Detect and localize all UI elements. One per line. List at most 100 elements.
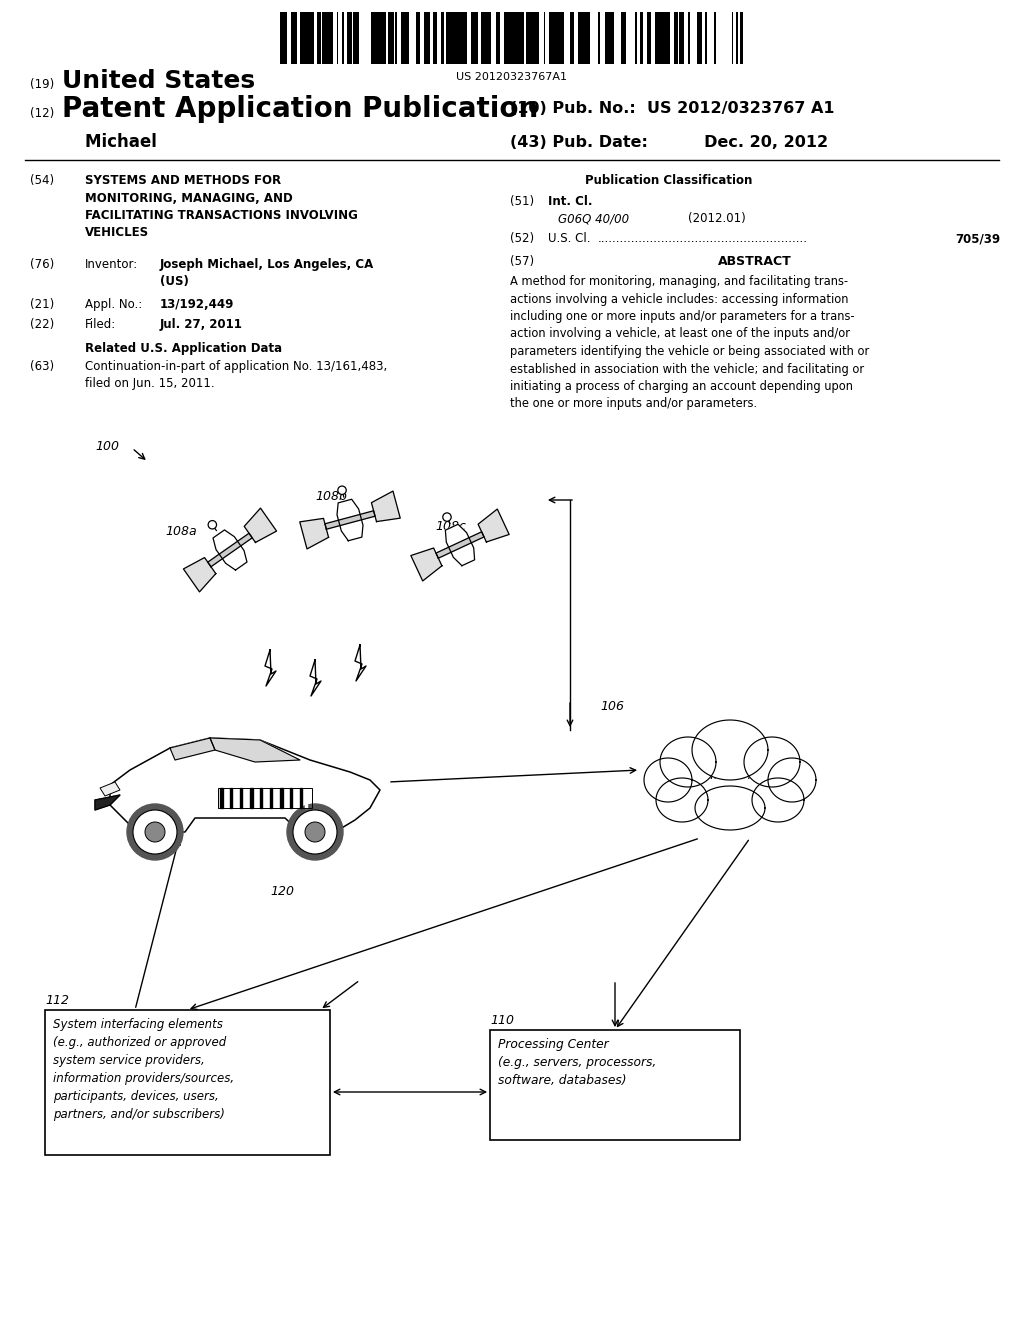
Text: (19): (19) [30, 78, 54, 91]
Bar [303, 12, 305, 63]
Bar [487, 12, 490, 63]
Bar [240, 788, 242, 808]
Text: Inventor:: Inventor: [85, 257, 138, 271]
Bar [456, 12, 459, 63]
Bar [666, 12, 670, 63]
Bar [342, 12, 344, 63]
Bar [275, 788, 276, 808]
Polygon shape [411, 548, 442, 581]
Text: Michael: Michael [62, 133, 157, 150]
Bar [640, 12, 643, 63]
Bar [375, 12, 377, 63]
Text: Network
(e.g., internet): Network (e.g., internet) [670, 748, 771, 781]
Polygon shape [436, 532, 484, 558]
Bar [527, 12, 529, 63]
Bar [662, 12, 665, 63]
Circle shape [293, 810, 337, 854]
Polygon shape [337, 499, 362, 541]
Bar [373, 12, 375, 63]
Text: System interfacing elements
(e.g., authorized or approved
system service provide: System interfacing elements (e.g., autho… [53, 1018, 234, 1121]
Polygon shape [244, 508, 276, 543]
Text: Filed:: Filed: [85, 318, 117, 331]
Bar [325, 12, 329, 63]
Bar [465, 12, 467, 63]
Text: (52): (52) [510, 232, 535, 246]
Text: 108b: 108b [315, 490, 347, 503]
Bar [621, 12, 624, 63]
Bar [382, 12, 386, 63]
Bar [377, 12, 379, 63]
Bar [498, 12, 500, 63]
Polygon shape [695, 785, 765, 830]
Text: (21): (21) [30, 298, 54, 312]
Bar [675, 12, 678, 63]
Text: Appl. No.:: Appl. No.: [85, 298, 142, 312]
Bar [284, 12, 287, 63]
Polygon shape [644, 758, 692, 803]
Bar [255, 788, 256, 808]
Bar [260, 788, 261, 808]
Text: Jul. 27, 2011: Jul. 27, 2011 [160, 318, 243, 331]
Bar [379, 12, 382, 63]
Polygon shape [478, 510, 509, 543]
Bar [322, 12, 324, 63]
Bar [553, 12, 557, 63]
Bar [250, 788, 253, 808]
Text: A method for monitoring, managing, and facilitating trans-
actions involving a v: A method for monitoring, managing, and f… [510, 275, 869, 411]
Bar [697, 12, 701, 63]
Bar [356, 12, 359, 63]
Bar [534, 12, 536, 63]
Bar [578, 12, 582, 63]
Text: Processing Center
(e.g., servers, processors,
software, databases): Processing Center (e.g., servers, proces… [498, 1038, 656, 1086]
Polygon shape [752, 777, 804, 822]
Bar [504, 12, 506, 63]
Text: 112: 112 [45, 994, 69, 1007]
Polygon shape [100, 781, 120, 796]
Bar [582, 12, 586, 63]
Bar [496, 12, 498, 63]
Bar [688, 12, 690, 63]
Polygon shape [210, 738, 300, 762]
Circle shape [338, 486, 346, 495]
Bar [225, 788, 226, 808]
Circle shape [442, 513, 452, 521]
Bar [395, 12, 397, 63]
Bar [635, 12, 637, 63]
Bar [451, 12, 454, 63]
Bar [329, 12, 333, 63]
Bar [218, 788, 312, 808]
Text: (10) Pub. No.:  US 2012/0323767 A1: (10) Pub. No.: US 2012/0323767 A1 [510, 102, 835, 116]
Bar [612, 12, 614, 63]
Bar [401, 12, 406, 63]
Bar [234, 788, 238, 808]
Text: (2012.01): (2012.01) [688, 213, 745, 224]
Bar [705, 12, 707, 63]
Text: (51): (51) [510, 195, 535, 209]
Polygon shape [183, 557, 216, 591]
Text: (54): (54) [30, 174, 54, 187]
Bar [557, 12, 559, 63]
Bar [300, 12, 303, 63]
Bar [454, 12, 456, 63]
Bar [459, 12, 461, 63]
Bar [532, 12, 534, 63]
Polygon shape [208, 533, 252, 566]
Text: United States: United States [62, 69, 255, 92]
Polygon shape [660, 737, 716, 787]
Text: US 20120323767A1: US 20120323767A1 [457, 73, 567, 82]
Polygon shape [692, 719, 768, 780]
Bar [507, 12, 509, 63]
Polygon shape [768, 758, 816, 803]
Circle shape [127, 804, 183, 861]
Text: ABSTRACT: ABSTRACT [718, 255, 792, 268]
Polygon shape [325, 511, 375, 529]
Text: 110: 110 [490, 1014, 514, 1027]
Bar [441, 12, 444, 63]
Bar [559, 12, 561, 63]
Bar [586, 12, 590, 63]
Circle shape [133, 810, 177, 854]
Text: (63): (63) [30, 360, 54, 374]
Text: Publication Classification: Publication Classification [585, 174, 753, 187]
Circle shape [145, 822, 165, 842]
Bar [516, 12, 519, 63]
